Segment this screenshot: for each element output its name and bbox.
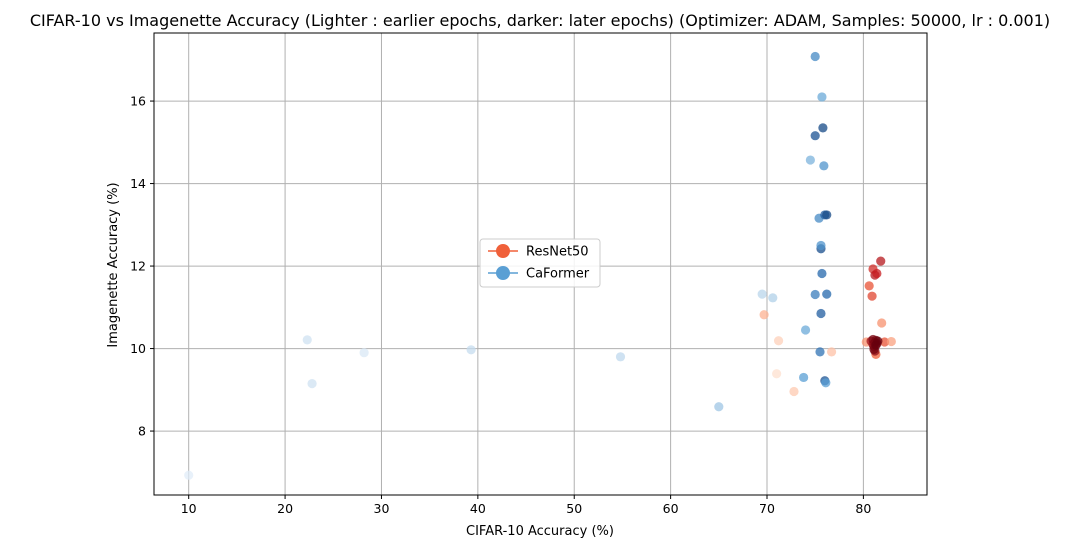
y-axis-ticks: 8 10 12 14 16 bbox=[130, 94, 154, 439]
chart-title: CIFAR-10 vs Imagenette Accuracy (Lighter… bbox=[30, 11, 1050, 30]
resnet50-point bbox=[872, 268, 882, 279]
caformer-point bbox=[805, 155, 815, 165]
plot-frame bbox=[153, 32, 928, 496]
x-tick-label: 60 bbox=[663, 501, 679, 516]
caformer-point bbox=[184, 470, 194, 480]
x-tick-label: 40 bbox=[470, 501, 486, 516]
caformer-point bbox=[800, 325, 811, 335]
resnet50-point bbox=[876, 256, 886, 266]
y-tick-label: 10 bbox=[130, 341, 146, 356]
x-tick-label: 50 bbox=[566, 501, 582, 516]
caformer-point bbox=[817, 268, 827, 279]
x-tick-label: 10 bbox=[181, 501, 197, 516]
x-axis-label: CIFAR-10 Accuracy (%) bbox=[466, 524, 614, 539]
caformer-point bbox=[822, 289, 832, 299]
legend-entry: ResNet50 bbox=[526, 245, 589, 260]
legend-entry: CaFormer bbox=[526, 267, 590, 282]
resnet50-point bbox=[886, 336, 896, 347]
legend: ResNet50 CaFormer bbox=[479, 238, 601, 288]
resnet50-point bbox=[773, 336, 784, 346]
caformer-point bbox=[307, 379, 317, 389]
y-tick-label: 12 bbox=[130, 259, 146, 274]
y-tick-label: 8 bbox=[138, 424, 146, 439]
y-tick-label: 14 bbox=[130, 176, 146, 191]
caformer-point bbox=[799, 372, 809, 383]
resnet50-point bbox=[879, 337, 890, 347]
x-tick-label: 80 bbox=[855, 501, 871, 516]
data-points bbox=[184, 51, 896, 480]
caformer-point bbox=[822, 210, 832, 220]
resnet50-point bbox=[877, 318, 887, 328]
resnet50-point bbox=[867, 291, 877, 301]
caformer-point bbox=[817, 92, 827, 102]
caformer-point bbox=[819, 161, 829, 171]
caformer-point bbox=[302, 335, 312, 345]
caformer-point bbox=[810, 51, 820, 62]
x-axis-ticks: 10 20 30 40 50 60 70 80 bbox=[181, 495, 871, 516]
caformer-point bbox=[359, 348, 369, 358]
caformer-point bbox=[818, 123, 828, 133]
caformer-point bbox=[815, 347, 825, 357]
caformer-point bbox=[768, 293, 778, 303]
legend-marker bbox=[496, 266, 510, 280]
caformer-point bbox=[757, 289, 767, 299]
caformer-point bbox=[821, 378, 831, 388]
resnet50-point bbox=[759, 310, 769, 320]
x-tick-label: 30 bbox=[374, 501, 390, 516]
caformer-point bbox=[810, 131, 820, 141]
y-tick-label: 16 bbox=[130, 94, 146, 109]
resnet50-point bbox=[772, 369, 782, 379]
x-tick-label: 20 bbox=[277, 501, 293, 516]
caformer-point bbox=[714, 402, 724, 412]
y-axis-label: Imagenette Accuracy (%) bbox=[106, 182, 121, 347]
resnet50-point bbox=[826, 347, 837, 357]
caformer-point bbox=[816, 308, 826, 319]
caformer-point bbox=[615, 352, 626, 362]
resnet50-point bbox=[871, 340, 881, 350]
legend-marker bbox=[496, 244, 510, 258]
caformer-point bbox=[816, 240, 826, 251]
resnet50-point bbox=[789, 386, 799, 397]
x-tick-label: 70 bbox=[759, 501, 775, 516]
caformer-point bbox=[810, 289, 820, 300]
resnet50-point bbox=[864, 281, 874, 291]
caformer-point bbox=[466, 345, 476, 355]
